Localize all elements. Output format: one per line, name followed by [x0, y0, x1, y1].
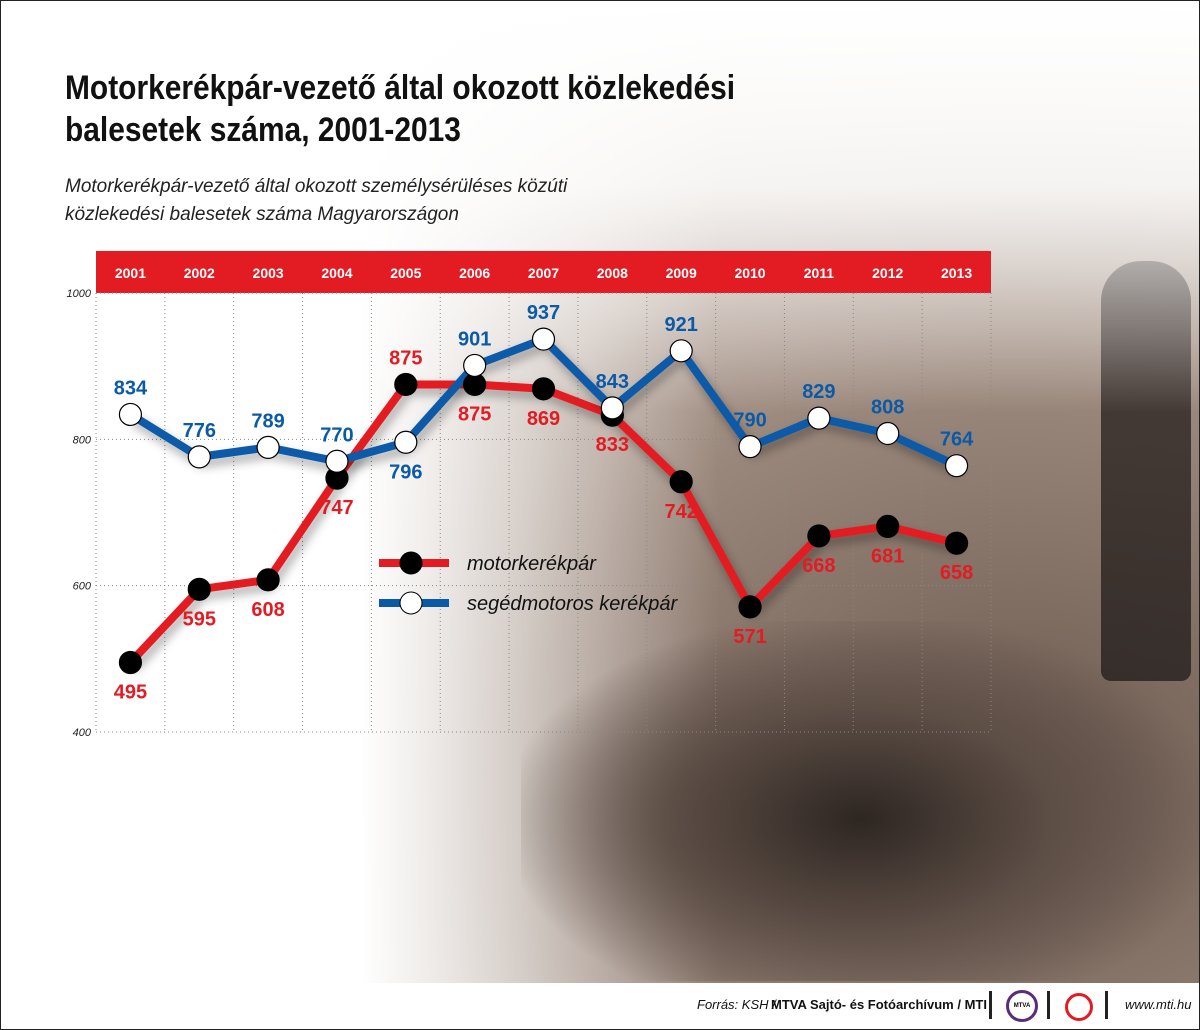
data-point	[944, 454, 969, 478]
data-point	[807, 406, 831, 430]
data-point	[531, 377, 556, 401]
data-point	[807, 524, 831, 548]
data-point	[256, 568, 280, 592]
year-label: 2002	[184, 265, 215, 281]
data-point	[669, 339, 693, 363]
data-label: 829	[802, 381, 835, 403]
year-label: 2003	[253, 265, 284, 281]
data-label: 843	[596, 371, 629, 393]
data-label: 495	[114, 681, 147, 703]
year-label: 2009	[666, 265, 697, 281]
data-point	[118, 402, 143, 427]
data-point	[463, 353, 487, 378]
data-point	[669, 470, 693, 494]
data-label: 875	[458, 403, 491, 425]
divider	[989, 991, 992, 1019]
year-label: 2008	[597, 265, 628, 281]
mtva-logo-icon: MTVA	[1006, 990, 1038, 1022]
chart-title: Motorkerékpár-vezető által okozott közle…	[65, 69, 736, 149]
data-label: 595	[183, 608, 216, 630]
divider	[1047, 991, 1050, 1019]
data-point	[600, 396, 624, 420]
subtitle-line: Motorkerékpár-vezető által okozott szemé…	[65, 176, 568, 197]
data-point	[394, 430, 418, 454]
year-label: 2004	[321, 265, 352, 281]
credit-text: MTVA Sajtó- és Fotóarchívum / MTI	[771, 997, 987, 1012]
mti-logo-icon	[1065, 993, 1093, 1021]
year-label: 2005	[390, 265, 421, 281]
data-label: 571	[733, 626, 766, 648]
legend-marker	[399, 591, 423, 615]
data-label: 875	[389, 347, 422, 369]
url-text: www.mti.hu	[1125, 997, 1192, 1012]
data-label: 608	[251, 599, 284, 621]
subtitle-line: közlekedési balesetek száma Magyarország…	[65, 204, 459, 225]
data-label: 681	[871, 545, 904, 567]
data-point	[256, 435, 280, 459]
footer: Forrás: KSH / MTVA Sajtó- és Fotóarchívu…	[1, 983, 1199, 1029]
legend-label: motorkerékpár	[467, 553, 597, 575]
data-point	[876, 421, 900, 446]
year-label: 2012	[872, 265, 903, 281]
data-point	[394, 372, 418, 397]
divider	[1105, 991, 1108, 1019]
data-label: 658	[940, 562, 973, 584]
y-tick-label: 400	[73, 727, 92, 739]
year-label: 2011	[804, 265, 835, 281]
y-tick-label: 1000	[67, 288, 92, 300]
legend-marker	[399, 551, 423, 575]
y-tick-label: 600	[73, 581, 92, 593]
data-label: 796	[389, 461, 422, 483]
data-label: 834	[114, 377, 148, 399]
chart-subtitle: Motorkerékpár-vezető által okozott szemé…	[65, 173, 567, 229]
data-label: 901	[458, 328, 491, 350]
data-label: 776	[183, 420, 216, 442]
source-text: Forrás: KSH /	[697, 997, 776, 1012]
data-label: 747	[320, 497, 353, 519]
year-label: 2006	[459, 265, 490, 281]
data-label: 921	[665, 314, 698, 336]
data-point	[876, 514, 900, 539]
data-label: 790	[733, 410, 766, 432]
year-label: 2001	[115, 265, 146, 281]
line-chart: 2001 2002 2003 2004 2005 2006 2007 2008 2009 2010…	[67, 251, 992, 739]
year-label: 2013	[941, 265, 972, 281]
legend-label: segédmotoros kerékpár	[467, 593, 678, 615]
data-point	[531, 327, 556, 351]
data-label: 789	[251, 410, 284, 432]
data-point	[944, 531, 969, 555]
data-label: 770	[320, 424, 353, 446]
y-tick-label: 800	[73, 434, 92, 446]
data-point	[187, 577, 211, 601]
data-label: 869	[527, 408, 560, 430]
data-point	[738, 595, 762, 619]
year-label: 2007	[528, 265, 559, 281]
data-point	[187, 445, 211, 469]
data-point	[738, 435, 762, 459]
data-point	[118, 650, 143, 675]
year-header-band	[96, 251, 991, 293]
data-label: 937	[527, 302, 560, 324]
data-label: 668	[802, 555, 835, 577]
data-label: 808	[871, 396, 904, 418]
data-label: 764	[940, 429, 974, 451]
data-point	[325, 449, 349, 473]
data-label: 742	[665, 501, 698, 523]
data-label: 833	[596, 434, 629, 456]
year-label: 2010	[734, 265, 765, 281]
